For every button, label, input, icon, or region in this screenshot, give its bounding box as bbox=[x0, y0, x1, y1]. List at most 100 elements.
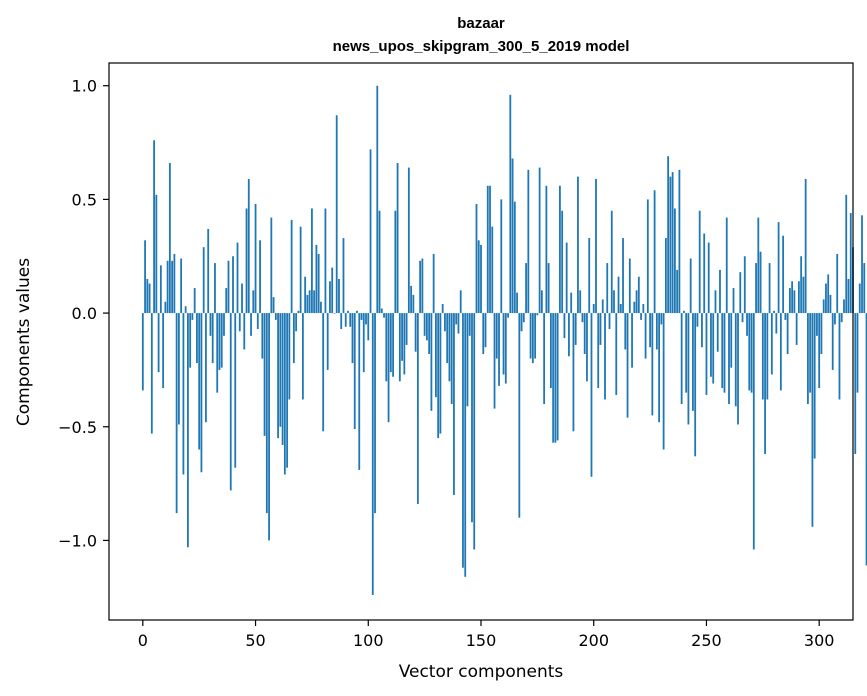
bar-226 bbox=[651, 313, 654, 416]
bar-32 bbox=[214, 263, 216, 314]
bar-111 bbox=[392, 313, 394, 377]
bar-29 bbox=[207, 228, 210, 314]
bar-296 bbox=[809, 313, 812, 393]
bar-197 bbox=[586, 313, 588, 382]
x-tick-label: 100 bbox=[353, 631, 384, 650]
bar-37 bbox=[225, 288, 228, 314]
bar-252 bbox=[710, 313, 712, 377]
bar-178 bbox=[543, 313, 546, 405]
bar-174 bbox=[534, 313, 537, 359]
bar-176 bbox=[538, 167, 541, 314]
bar-98 bbox=[362, 313, 365, 373]
bar-149 bbox=[477, 240, 480, 314]
bar-300 bbox=[818, 313, 821, 389]
bar-86 bbox=[335, 115, 338, 314]
bar-40 bbox=[232, 256, 234, 314]
y-axis-label: Components values bbox=[14, 258, 34, 426]
bar-165 bbox=[513, 201, 516, 314]
bar-307 bbox=[834, 313, 836, 325]
bar-177 bbox=[540, 290, 543, 314]
bar-273 bbox=[757, 217, 760, 314]
bar-3 bbox=[148, 283, 151, 314]
bar-47 bbox=[247, 178, 250, 314]
bar-140 bbox=[457, 313, 460, 334]
bar-52 bbox=[259, 240, 261, 314]
bar-69 bbox=[297, 310, 300, 314]
bar-258 bbox=[723, 313, 726, 393]
bar-144 bbox=[466, 313, 469, 407]
bar-66 bbox=[290, 219, 293, 314]
bar-138 bbox=[453, 313, 455, 495]
bar-319 bbox=[861, 215, 863, 314]
bar-27 bbox=[202, 247, 205, 314]
bar-259 bbox=[725, 217, 728, 314]
bar-269 bbox=[748, 313, 751, 391]
bar-237 bbox=[676, 269, 679, 314]
bar-228 bbox=[655, 313, 658, 350]
bar-49 bbox=[252, 290, 255, 314]
x-axis-label: Vector components bbox=[399, 662, 564, 682]
bar-100 bbox=[367, 313, 370, 341]
bar-151 bbox=[482, 313, 485, 354]
bar-239 bbox=[680, 313, 683, 405]
bar-274 bbox=[759, 251, 762, 314]
bar-106 bbox=[380, 308, 383, 314]
bar-87 bbox=[338, 278, 340, 314]
bar-241 bbox=[685, 313, 688, 393]
bar-248 bbox=[701, 313, 703, 348]
bar-72 bbox=[304, 276, 307, 314]
bar-187 bbox=[563, 313, 566, 339]
bar-209 bbox=[613, 290, 615, 314]
bar-6 bbox=[155, 194, 158, 314]
bar-229 bbox=[658, 313, 661, 423]
bar-134 bbox=[444, 313, 446, 332]
bar-175 bbox=[536, 313, 539, 316]
bar-94 bbox=[353, 313, 356, 430]
bar-167 bbox=[518, 313, 521, 518]
bar-67 bbox=[292, 313, 295, 364]
bar-45 bbox=[243, 313, 246, 350]
bar-150 bbox=[480, 244, 482, 314]
bar-222 bbox=[642, 303, 645, 314]
bar-145 bbox=[468, 313, 471, 336]
bar-193 bbox=[577, 176, 579, 314]
bar-101 bbox=[369, 149, 372, 314]
bar-163 bbox=[509, 94, 512, 314]
bar-143 bbox=[464, 313, 467, 577]
bar-188 bbox=[565, 242, 568, 314]
bar-282 bbox=[777, 222, 780, 314]
bar-286 bbox=[786, 313, 789, 354]
bar-89 bbox=[342, 238, 345, 314]
bar-227 bbox=[653, 190, 656, 314]
bar-234 bbox=[669, 176, 672, 314]
bar-122 bbox=[416, 313, 419, 505]
bar-199 bbox=[590, 313, 593, 477]
bar-279 bbox=[770, 313, 773, 375]
bar-280 bbox=[773, 310, 775, 314]
bar-264 bbox=[737, 313, 739, 425]
bar-201 bbox=[595, 178, 597, 314]
bar-281 bbox=[775, 313, 778, 334]
bar-240 bbox=[683, 310, 685, 314]
chart-subtitle: news_upos_skipgram_300_5_2019 model bbox=[333, 38, 630, 55]
bar-117 bbox=[405, 313, 408, 345]
bar-13 bbox=[171, 260, 174, 314]
bar-38 bbox=[227, 260, 230, 314]
bar-33 bbox=[216, 313, 219, 393]
x-tick-label: 150 bbox=[466, 631, 497, 650]
bar-206 bbox=[606, 263, 609, 314]
bar-129 bbox=[432, 253, 435, 314]
bar-43 bbox=[238, 313, 241, 332]
bar-162 bbox=[507, 313, 509, 318]
bar-10 bbox=[164, 301, 167, 314]
bar-44 bbox=[241, 283, 243, 314]
bar-17 bbox=[180, 258, 183, 314]
y-tick-label: 0.5 bbox=[72, 190, 97, 209]
bar-77 bbox=[315, 244, 318, 314]
bar-318 bbox=[858, 283, 861, 314]
bar-114 bbox=[398, 313, 401, 382]
bar-80 bbox=[322, 313, 325, 432]
bar-55 bbox=[265, 313, 268, 514]
bar-215 bbox=[626, 313, 629, 418]
bar-301 bbox=[820, 313, 823, 354]
